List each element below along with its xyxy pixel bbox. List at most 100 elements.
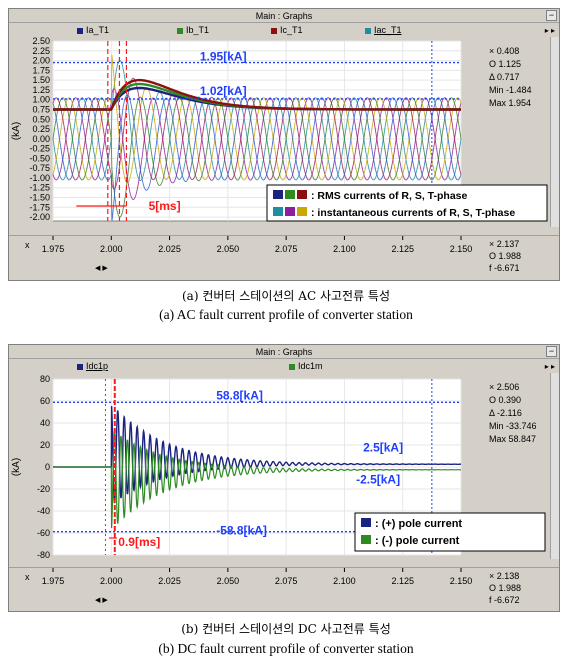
graph-panel-a: Main : Graphs − Ia_T1 Ib_T1 Ic_T1 Iac_T1… [8, 8, 560, 281]
y-tick-label: 20 [40, 440, 50, 450]
inst-current-trace [52, 94, 462, 222]
legend-swatch [297, 207, 307, 216]
legend-swatch [297, 190, 307, 199]
inner-legend: : RMS currents of R, S, T-phase : instant… [266, 184, 548, 222]
legend-inst-label: : instantaneous currents of R, S, T-phas… [311, 207, 515, 219]
legend-idc1m: Idc1m [289, 360, 323, 373]
inst-current-trace [52, 77, 462, 190]
x-tick-label: 2.100 [333, 244, 356, 254]
y-tick-label: 2.50 [32, 37, 50, 46]
legend-iac: Iac_T1 [365, 24, 402, 37]
steady-pos-annotation: 2.5[kA] [363, 441, 403, 455]
pos-pole-trace [53, 405, 461, 504]
vertical-scrollbar[interactable] [550, 37, 559, 227]
x-tick-label: 2.050 [217, 244, 240, 254]
window-title: Main : Graphs − [9, 345, 559, 359]
y-tick-label: 1.50 [32, 75, 50, 85]
scroll-arrows[interactable]: ▸ ▸ [544, 26, 555, 35]
y-tick-label: 2.00 [32, 56, 50, 66]
readout-a: × 0.408 O 1.125 Δ 0.717 Min -1.484 Max 1… [489, 46, 532, 108]
x-tick-label: 2.025 [158, 244, 181, 254]
y-tick-label: -1.50 [29, 193, 50, 203]
y-tick-label: -1.75 [29, 202, 50, 212]
x-tick-label: 2.050 [217, 576, 240, 586]
caption-a-ko: (a) 컨버터 스테이션의 AC 사고전류 특성 [182, 289, 390, 303]
y-tick-label: 80 [40, 374, 50, 384]
inst-current-trace [52, 60, 462, 181]
y-tick-label: 0 [45, 462, 50, 472]
x-tick-label: 1.975 [42, 576, 65, 586]
y-tick-label: -0.50 [29, 153, 50, 163]
nav-buttons[interactable]: ◀ ▶ [95, 265, 108, 272]
x-tick-label: 2.125 [391, 244, 414, 254]
x-tick-label: 2.000 [100, 244, 123, 254]
x-tick-label: 2.100 [333, 576, 356, 586]
legend-strip: Ia_T1 Ib_T1 Ic_T1 Iac_T1 ▸ ▸ [9, 24, 559, 37]
vertical-scrollbar[interactable] [550, 373, 559, 559]
y-tick-label: -1.00 [29, 173, 50, 183]
readout-b: × 2.506 O 0.390 Δ -2.116 Min -33.746 Max… [489, 382, 537, 444]
x-tick-label: 2.150 [450, 576, 473, 586]
chart-b: -80 -60 -40 -20 0 20 40 60 80 (kA) 58.8[kA] -58.8[k… [11, 374, 546, 559]
x-tick-label: 1.975 [42, 244, 65, 254]
legend-ic: Ic_T1 [271, 24, 303, 37]
legend-ib: Ib_T1 [177, 24, 209, 37]
legend-swatch [273, 207, 283, 216]
nav-buttons[interactable]: ◀ ▶ [95, 597, 108, 604]
caption-b-ko: (b) 컨버터 스테이션의 DC 사고전류 특성 [181, 622, 391, 636]
y-axis-label: (kA) [11, 122, 22, 140]
caption-b-en: (b) DC fault current profile of converte… [158, 641, 414, 656]
y-tick-label: 60 [40, 396, 50, 406]
y-tick-label: 1.75 [32, 65, 50, 75]
steady-neg-annotation: -2.5[kA] [356, 473, 400, 487]
scroll-arrows[interactable]: ▸ ▸ [544, 362, 555, 371]
y-tick-label: 0.00 [32, 134, 50, 144]
x-readout-b: × 2.138 O 1.988 f -6.672 [489, 571, 522, 605]
x-axis-label: x [25, 240, 30, 250]
x-axis-b: 1.975 2.000 2.025 2.050 2.075 2.100 2.125 2.150 [42, 568, 473, 586]
x-axis-bar: x 1.975 2.000 2.025 2.050 2.075 2.100 2.125 2.1… [9, 567, 559, 611]
y-tick-label: -20 [37, 484, 50, 494]
legend-neg-label: : (-) pole current [375, 535, 460, 547]
rms-annotation: 1.02[kA] [200, 84, 247, 98]
minimize-button[interactable]: − [546, 346, 557, 357]
x-axis-bar: x 1.975 2.000 2.025 2.050 2.075 2.100 2.125 2.1… [9, 235, 559, 279]
x-tick-label: 2.075 [275, 244, 298, 254]
y-tick-label: -0.25 [29, 144, 50, 154]
y-tick-label: -80 [37, 550, 50, 559]
legend-idc1p: Idc1p [77, 360, 108, 373]
legend-swatch [273, 190, 283, 199]
x-tick-label: 2.000 [100, 576, 123, 586]
inner-legend: : (+) pole current: (-) pole current [354, 512, 546, 552]
neg-pole-trace [53, 430, 461, 529]
legend-ia: Ia_T1 [77, 24, 109, 37]
peak-annotation: 1.95[kA] [200, 50, 247, 64]
inner-legend-box [266, 184, 548, 222]
y-tick-label: -60 [37, 528, 50, 538]
legend-swatch [361, 535, 371, 544]
inst-current-trace [52, 96, 462, 218]
y-tick-label: -1.25 [29, 183, 50, 193]
peak-pos-annotation: 58.8[kA] [216, 388, 263, 402]
minimize-button[interactable]: − [546, 10, 557, 21]
legend-rms-label: : RMS currents of R, S, T-phase [311, 190, 468, 202]
caption-a-en: (a) AC fault current profile of converte… [159, 307, 413, 322]
y-tick-label: 0.75 [32, 104, 50, 114]
x-tick-label: 2.025 [158, 576, 181, 586]
y-tick-label: -2.00 [29, 212, 50, 222]
legend-swatch [361, 518, 371, 527]
y-tick-label: 1.25 [32, 85, 50, 95]
legend-swatch [285, 207, 295, 216]
y-tick-label: 40 [40, 418, 50, 428]
x-tick-label: 2.125 [391, 576, 414, 586]
graph-panel-b: Main : Graphs − Idc1p Idc1m ▸ ▸ -80 -60 -4… [8, 344, 560, 612]
duration-annotation: 0.9[ms] [118, 535, 160, 549]
x-tick-label: 2.075 [275, 576, 298, 586]
x-tick-label: 2.150 [450, 244, 473, 254]
x-readout-a: × 2.137 O 1.988 f -6.671 [489, 239, 522, 273]
y-tick-label: 0.25 [32, 124, 50, 134]
legend-swatch [285, 190, 295, 199]
y-tick-label: -40 [37, 506, 50, 516]
y-tick-label: 2.25 [32, 46, 50, 56]
rms-current-trace [53, 78, 461, 111]
